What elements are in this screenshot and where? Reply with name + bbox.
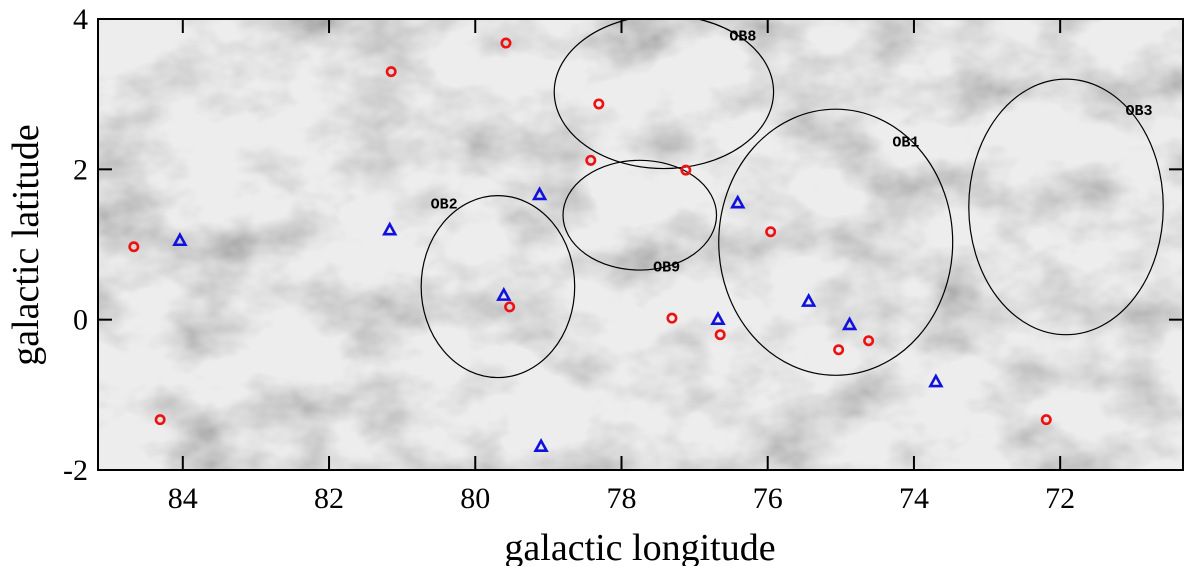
x-tick-label: 72 [1045, 482, 1075, 515]
x-tick-label: 74 [899, 482, 929, 515]
y-tick-label: 2 [73, 153, 88, 186]
triangle-point [928, 373, 944, 388]
x-tick-label: 84 [168, 482, 198, 515]
triangle-point [800, 292, 817, 307]
region-label: OB9 [653, 259, 680, 276]
y-tick-label: -2 [63, 454, 88, 487]
circle-point [1040, 414, 1052, 426]
circle-point [593, 98, 605, 110]
circle-point [385, 66, 397, 78]
region-ellipse [420, 195, 576, 379]
x-tick-label: 80 [460, 482, 490, 515]
triangle-point [382, 221, 398, 236]
region-ellipse [553, 19, 775, 170]
regions [420, 19, 1164, 379]
region-label: OB8 [729, 29, 756, 46]
triangle-point [841, 316, 858, 331]
triangle-point [172, 232, 188, 247]
region-ellipse [968, 78, 1164, 336]
region-ellipse [562, 159, 718, 271]
x-tick-label: 82 [314, 482, 344, 515]
x-tick-label: 76 [753, 482, 783, 515]
x-axis-label: galactic longitude [504, 527, 775, 566]
sky-image [98, 19, 1183, 470]
circle-point [833, 344, 845, 356]
circle-point [863, 335, 875, 347]
y-axis-label: galactic latitude [5, 124, 47, 366]
circle-point [128, 241, 140, 253]
region-label: OB1 [892, 134, 919, 151]
triangle-point [496, 286, 512, 301]
circle-point [504, 301, 516, 313]
circle-point [666, 312, 678, 324]
triangle-point [533, 438, 549, 452]
circle-point [154, 414, 166, 426]
circle-point [680, 164, 692, 176]
triangle-point [730, 194, 746, 209]
region-label: OB3 [1125, 103, 1152, 120]
circle-point [714, 329, 726, 341]
plot-frame [97, 18, 1184, 471]
triangle-point [531, 186, 548, 201]
circle-point [765, 226, 777, 238]
region-ellipse [718, 108, 954, 376]
circle-point [500, 37, 512, 49]
region-label: OB2 [431, 197, 458, 214]
y-tick-label: 4 [73, 3, 88, 36]
triangle-point [710, 310, 726, 325]
x-tick-label: 78 [606, 482, 636, 515]
circle-point [585, 154, 597, 166]
y-tick-label: 0 [73, 304, 88, 337]
